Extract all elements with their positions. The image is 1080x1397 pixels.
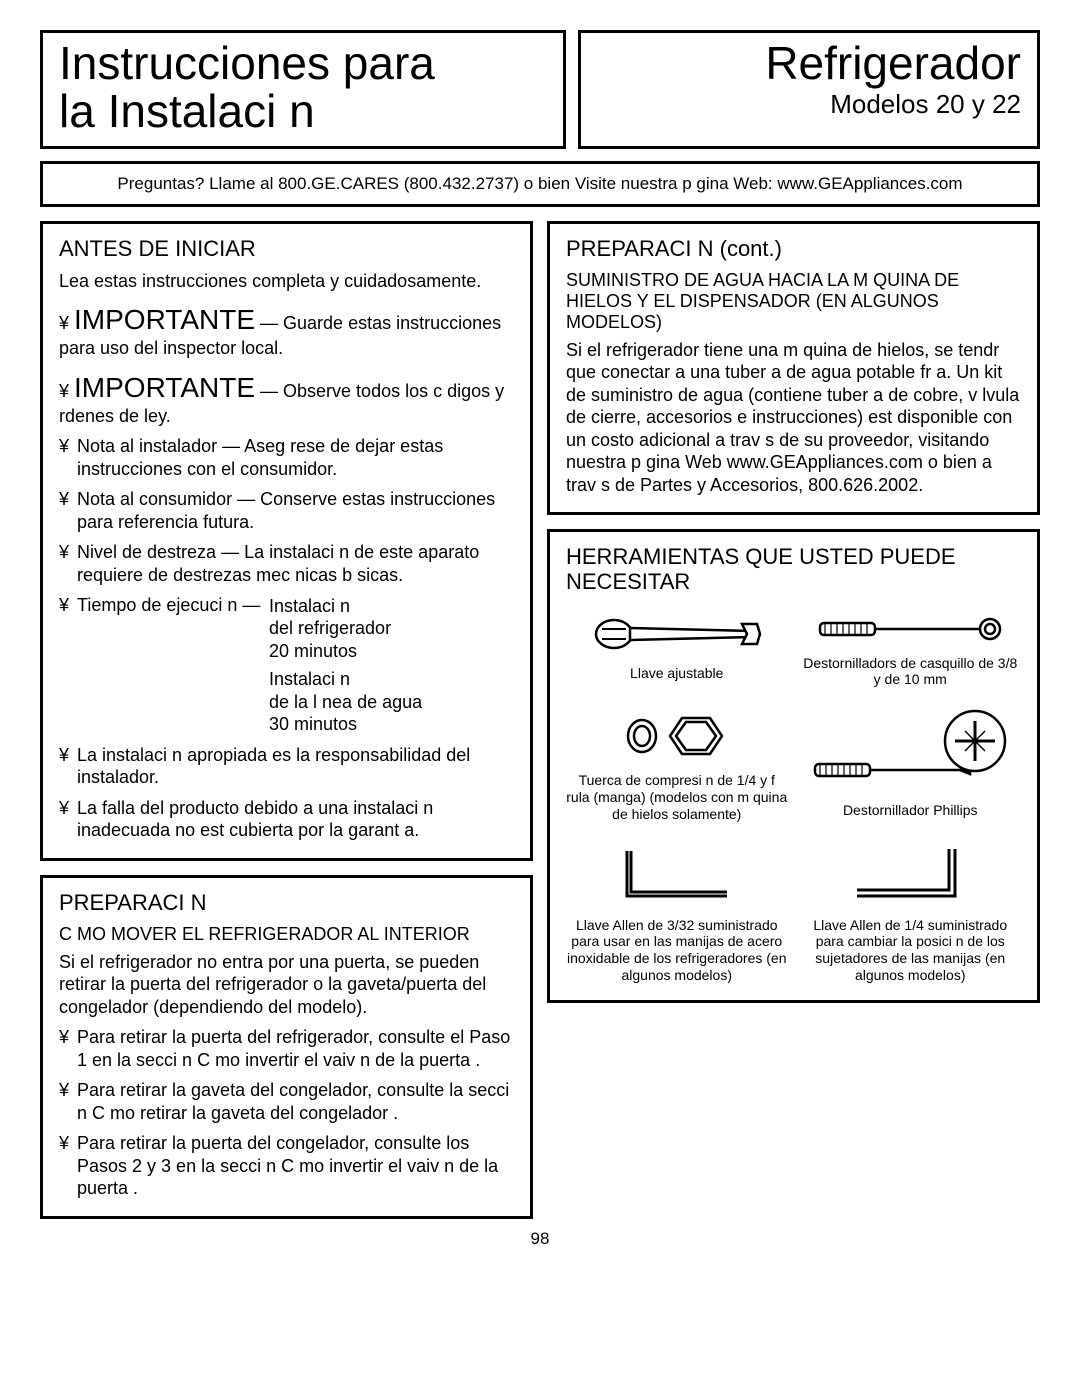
bullet-mark: ¥: [59, 1026, 77, 1071]
imp2-prefix: ¥: [59, 381, 69, 401]
tools-heading: HERRAMIENTAS QUE USTED PUEDE NECESITAR: [566, 544, 1021, 595]
prep-cont-body: Si el refrigerador tiene una m quina de …: [566, 339, 1021, 497]
section-prep-cont: PREPARACI N (cont.) SUMINISTRO DE AGUA H…: [547, 221, 1040, 516]
adjustable-wrench-icon: [592, 609, 762, 659]
imp1-word: IMPORTANTE: [74, 304, 255, 335]
title-left-line2: la Instalaci n: [59, 87, 547, 135]
tool-compression-nut: Tuerca de compresi n de 1/4 y f rula (ma…: [566, 706, 788, 822]
antes-bullet-2-text: Nota al consumidor — Conserve estas inst…: [77, 488, 514, 533]
phillips-screwdriver-icon: [810, 706, 1010, 796]
importante-1: ¥ IMPORTANTE — Guarde estas instruccione…: [59, 302, 514, 360]
time-2b: de la l nea de agua: [269, 691, 514, 714]
right-column: PREPARACI N (cont.) SUMINISTRO DE AGUA H…: [547, 221, 1040, 1219]
tools-grid: Llave ajustable Destornilladors de casq: [566, 609, 1021, 984]
bullet-mark: ¥: [59, 797, 77, 842]
section-preparacion: PREPARACI N C MO MOVER EL REFRIGERADOR A…: [40, 875, 533, 1219]
prep-bullet-2: ¥ Para retirar la gaveta del congelador,…: [59, 1079, 514, 1124]
antes-bullet-2: ¥ Nota al consumidor — Conserve estas in…: [59, 488, 514, 533]
imp1-prefix: ¥: [59, 313, 69, 333]
title-left-line1: Instrucciones para: [59, 39, 547, 87]
tool-wrench-label: Llave ajustable: [630, 665, 723, 682]
compression-nut-icon: [612, 706, 742, 766]
bullet-mark: ¥: [59, 1132, 77, 1200]
time-block-2: Instalaci n de la l nea de agua 30 minut…: [269, 668, 514, 736]
bullet-mark: ¥: [59, 435, 77, 480]
prep-intro: Si el refrigerador no entra por una puer…: [59, 951, 514, 1019]
tool-allen-small: Llave Allen de 3/32 suministrado para us…: [566, 841, 788, 984]
prep-subhead: C MO MOVER EL REFRIGERADOR AL INTERIOR: [59, 924, 514, 945]
antes-bullet-3-text: Nivel de destreza — La instalaci n de es…: [77, 541, 514, 586]
bullet-mark: ¥: [59, 744, 77, 789]
title-right-sub: Modelos 20 y 22: [597, 89, 1021, 120]
title-right-big: Refrigerador: [597, 39, 1021, 87]
allen-key-small-icon: [612, 841, 742, 911]
time-2c: 30 minutos: [269, 713, 514, 736]
tool-phillips: Destornillador Phillips: [800, 706, 1022, 822]
bullet-mark: ¥: [59, 594, 77, 617]
title-row: Instrucciones para la Instalaci n Refrig…: [40, 30, 1040, 149]
prep-cont-heading: PREPARACI N (cont.): [566, 236, 1021, 262]
main-columns: ANTES DE INICIAR Lea estas instrucciones…: [40, 221, 1040, 1219]
left-column: ANTES DE INICIAR Lea estas instrucciones…: [40, 221, 533, 1219]
antes-heading: ANTES DE INICIAR: [59, 236, 514, 262]
prep-bullet-1-text: Para retirar la puerta del refrigerador,…: [77, 1026, 514, 1071]
importante-2: ¥ IMPORTANTE — Observe todos los c digos…: [59, 370, 514, 428]
prep-heading: PREPARACI N: [59, 890, 514, 916]
tool-socket-label: Destornilladors de casquillo de 3/8 y de…: [800, 655, 1022, 689]
tool-allen-large-label: Llave Allen de 1/4 suministrado para cam…: [800, 917, 1022, 984]
prep-bullet-1: ¥ Para retirar la puerta del refrigerado…: [59, 1026, 514, 1071]
antes-bullet-1-text: Nota al instalador — Aseg rese de dejar …: [77, 435, 514, 480]
imp2-word: IMPORTANTE: [74, 372, 255, 403]
questions-text: Preguntas? Llame al 800.GE.CARES (800.43…: [117, 174, 962, 193]
bullet-mark: ¥: [59, 488, 77, 533]
time-2a: Instalaci n: [269, 668, 514, 691]
tool-allen-small-label: Llave Allen de 3/32 suministrado para us…: [566, 917, 788, 984]
antes-bullet-5-text: La falla del producto debido a una insta…: [77, 797, 514, 842]
prep-bullet-3-text: Para retirar la puerta del congelador, c…: [77, 1132, 514, 1200]
prep-cont-subhead: SUMINISTRO DE AGUA HACIA LA M QUINA DE H…: [566, 270, 1021, 333]
antes-bullet-4: ¥ La instalaci n apropiada es la respons…: [59, 744, 514, 789]
time-1c: 20 minutos: [269, 640, 514, 663]
prep-bullet-2-text: Para retirar la gaveta del congelador, c…: [77, 1079, 514, 1124]
title-right-box: Refrigerador Modelos 20 y 22: [578, 30, 1040, 149]
tool-wrench: Llave ajustable: [566, 609, 788, 689]
antes-intro: Lea estas instrucciones completa y cuida…: [59, 270, 514, 293]
antes-bullet-3: ¥ Nivel de destreza — La instalaci n de …: [59, 541, 514, 586]
section-antes: ANTES DE INICIAR Lea estas instrucciones…: [40, 221, 533, 861]
tool-socket-driver: Destornilladors de casquillo de 3/8 y de…: [800, 609, 1022, 689]
bullet-mark: ¥: [59, 1079, 77, 1124]
tool-allen-large: Llave Allen de 1/4 suministrado para cam…: [800, 841, 1022, 984]
socket-driver-icon: [815, 609, 1005, 649]
time-1b: del refrigerador: [269, 617, 514, 640]
antes-bullet-4-text: La instalaci n apropiada es la responsab…: [77, 744, 514, 789]
antes-bullet-5: ¥ La falla del producto debido a una ins…: [59, 797, 514, 842]
antes-bullet-1: ¥ Nota al instalador — Aseg rese de deja…: [59, 435, 514, 480]
page-number: 98: [40, 1229, 1040, 1249]
tool-nut-label: Tuerca de compresi n de 1/4 y f rula (ma…: [566, 772, 788, 822]
title-left-box: Instrucciones para la Instalaci n: [40, 30, 566, 149]
allen-key-large-icon: [845, 841, 975, 911]
prep-bullet-3: ¥ Para retirar la puerta del congelador,…: [59, 1132, 514, 1200]
tool-phillips-label: Destornillador Phillips: [843, 802, 978, 819]
questions-box: Preguntas? Llame al 800.GE.CARES (800.43…: [40, 161, 1040, 207]
section-tools: HERRAMIENTAS QUE USTED PUEDE NECESITAR L…: [547, 529, 1040, 1003]
bullet-mark: ¥: [59, 541, 77, 586]
